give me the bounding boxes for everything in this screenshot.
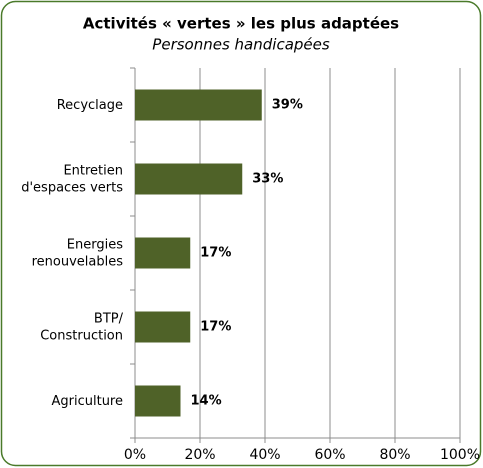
x-tick-label: 60% bbox=[314, 447, 345, 463]
value-label: 39% bbox=[272, 98, 303, 113]
y-tick-label-line: Recyclage bbox=[57, 98, 123, 113]
y-tick-label: Agriculture bbox=[52, 394, 124, 409]
bar bbox=[135, 89, 262, 121]
value-label: 33% bbox=[252, 172, 283, 187]
y-tick-label-line: Agriculture bbox=[52, 394, 124, 409]
value-label: 17% bbox=[200, 320, 231, 335]
y-tick-label: Entretien d'espaces verts bbox=[21, 163, 123, 195]
y-tick-label-line: d'espaces verts bbox=[21, 180, 123, 195]
x-tick-label: 100% bbox=[440, 447, 480, 463]
chart-subtitle: Personnes handicapées bbox=[152, 36, 330, 54]
chart-title: Activités « vertes » les plus adaptées bbox=[83, 15, 399, 33]
y-tick-label: Recyclage bbox=[57, 98, 123, 113]
value-label: 14% bbox=[191, 394, 222, 409]
bar bbox=[135, 163, 243, 195]
x-tick-label: 40% bbox=[249, 447, 280, 463]
y-tick-label-line: Energies bbox=[67, 237, 123, 252]
y-tick-label-line: renouvelables bbox=[32, 254, 124, 269]
x-tick-label: 20% bbox=[184, 447, 215, 463]
x-tick-label: 80% bbox=[379, 447, 410, 463]
y-tick-label: Energies renouvelables bbox=[32, 237, 124, 269]
y-tick-label-line: BTP/ bbox=[94, 311, 124, 326]
bar bbox=[135, 385, 181, 417]
bar bbox=[135, 237, 191, 269]
y-tick-label: BTP/Construction bbox=[40, 311, 123, 343]
bar bbox=[135, 311, 191, 343]
x-tick-label: 0% bbox=[124, 447, 146, 463]
y-tick-label-line: Entretien bbox=[63, 163, 123, 178]
value-label: 17% bbox=[200, 246, 231, 261]
y-tick-label-line: Construction bbox=[40, 328, 123, 343]
